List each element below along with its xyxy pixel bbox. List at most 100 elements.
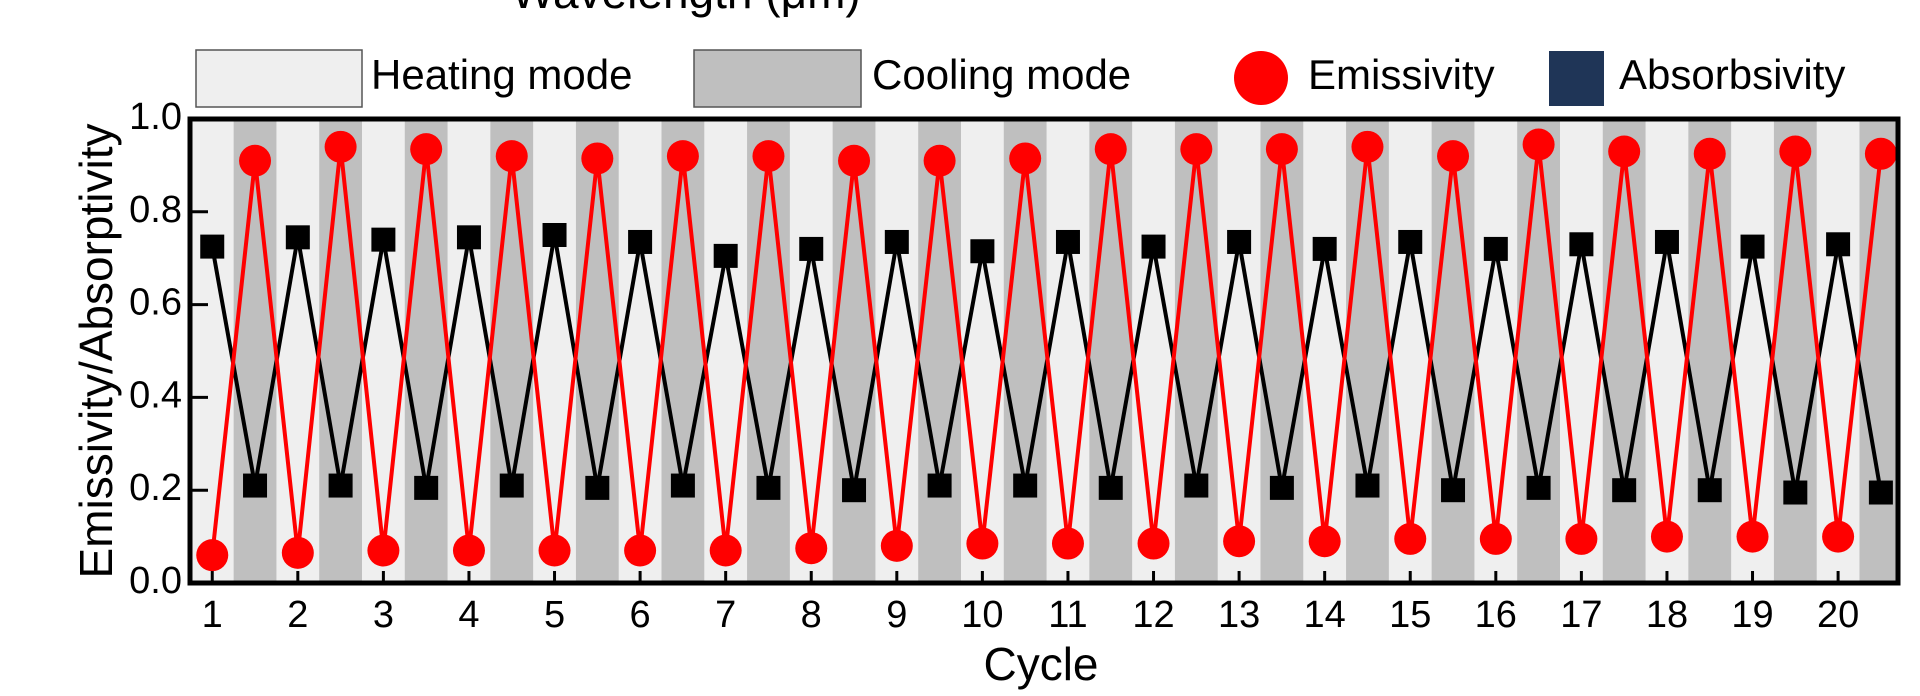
absorptivity-point bbox=[842, 478, 867, 503]
absorptivity-point bbox=[884, 229, 909, 254]
absorptivity-point bbox=[1783, 480, 1808, 505]
emissivity-point bbox=[709, 534, 742, 567]
absorptivity-point bbox=[1355, 473, 1380, 498]
cooling-band bbox=[1431, 119, 1475, 583]
absorptivity-point bbox=[1441, 478, 1466, 503]
plot-frame bbox=[187, 116, 1901, 586]
emissivity-point bbox=[367, 534, 400, 567]
series-line bbox=[210, 144, 1883, 556]
cooling-band bbox=[490, 119, 534, 583]
x-tick-label: 20 bbox=[1817, 594, 1859, 636]
absorptivity-point bbox=[1868, 480, 1893, 505]
cooling-band bbox=[1688, 119, 1732, 583]
legend-absorptivity-marker bbox=[1549, 51, 1604, 106]
absorptivity-point bbox=[628, 229, 653, 254]
emissivity-point bbox=[1094, 133, 1127, 166]
absorptivity-point bbox=[456, 225, 481, 250]
emissivity-point bbox=[452, 534, 485, 567]
x-tick-label: 5 bbox=[544, 594, 565, 636]
legend-label: Heating mode bbox=[371, 51, 633, 98]
y-tick-label: 0.6 bbox=[129, 282, 182, 324]
cooling-band bbox=[918, 119, 961, 583]
absorptivity-point bbox=[414, 475, 439, 500]
emissivity-point bbox=[1051, 527, 1084, 560]
cooling-band bbox=[1517, 119, 1560, 583]
cooling-band bbox=[832, 119, 876, 583]
x-tick-label: 10 bbox=[961, 594, 1003, 636]
emissivity-point bbox=[752, 140, 785, 173]
y-tick-label: 0.8 bbox=[129, 189, 182, 231]
cooling-band bbox=[1859, 119, 1898, 583]
emissivity-point bbox=[239, 144, 272, 177]
emissivity-point bbox=[538, 534, 571, 567]
emissivity-point bbox=[966, 527, 999, 560]
absorptivity-point bbox=[1013, 473, 1038, 498]
absorptivity-point bbox=[1740, 234, 1765, 259]
x-tick-label: 17 bbox=[1560, 594, 1602, 636]
cooling-band bbox=[1003, 119, 1047, 583]
absorptivity-point bbox=[285, 225, 310, 250]
emissivity-point bbox=[1822, 520, 1855, 553]
cooling-band bbox=[1089, 119, 1133, 583]
absorptivity-point bbox=[670, 473, 695, 498]
emissivity-point bbox=[838, 144, 871, 177]
x-tick-label: 2 bbox=[287, 594, 308, 636]
top-text: Wavelength (μm) bbox=[511, 0, 860, 18]
cooling-band bbox=[1602, 119, 1646, 583]
absorptivity-point bbox=[799, 236, 824, 261]
absorptivity-point bbox=[1141, 234, 1166, 259]
emissivity-point bbox=[1864, 137, 1897, 170]
x-tick-label: 18 bbox=[1646, 594, 1688, 636]
cooling-band bbox=[575, 119, 619, 583]
x-axis-label: Cycle bbox=[983, 638, 1098, 690]
absorptivity-point bbox=[756, 475, 781, 500]
absorptivity-point bbox=[927, 473, 952, 498]
emissivity-point bbox=[624, 534, 657, 567]
x-tick-label: 4 bbox=[458, 594, 479, 636]
emissivity-point bbox=[880, 529, 913, 562]
x-tick-label: 19 bbox=[1731, 594, 1773, 636]
emissivity-point bbox=[1308, 525, 1341, 558]
absorptivity-point bbox=[1654, 229, 1679, 254]
emissivity-point bbox=[923, 144, 956, 177]
absorptivity-point bbox=[1526, 475, 1551, 500]
x-tick-label: 14 bbox=[1304, 594, 1346, 636]
emissivity-point bbox=[1351, 130, 1384, 163]
emissivity-point bbox=[1223, 525, 1256, 558]
emissivity-point bbox=[196, 539, 229, 572]
legend-cooling-patch bbox=[693, 49, 862, 108]
emissivity-point bbox=[1608, 135, 1641, 168]
cooling-band bbox=[1773, 119, 1817, 583]
emissivity-point bbox=[1180, 133, 1213, 166]
x-tick-label: 8 bbox=[801, 594, 822, 636]
x-tick-label: 1 bbox=[202, 594, 223, 636]
absorptivity-point bbox=[970, 239, 995, 264]
cooling-band bbox=[747, 119, 790, 583]
emissivity-point bbox=[1137, 527, 1170, 560]
x-tick-label: 3 bbox=[373, 594, 394, 636]
emissivity-point bbox=[1009, 142, 1042, 175]
legend-label: Absorbsivity bbox=[1619, 51, 1845, 98]
emissivity-point bbox=[581, 142, 614, 175]
absorptivity-point bbox=[542, 223, 567, 247]
emissivity-point bbox=[1779, 135, 1812, 168]
emissivity-point bbox=[495, 140, 528, 173]
x-tick-label: 16 bbox=[1475, 594, 1517, 636]
x-tick-label: 7 bbox=[715, 594, 736, 636]
absorptivity-point bbox=[328, 473, 353, 498]
x-tick-label: 13 bbox=[1218, 594, 1260, 636]
cooling-band bbox=[1174, 119, 1218, 583]
cooling-band bbox=[404, 119, 448, 583]
absorptivity-point bbox=[1483, 236, 1508, 261]
cooling-band bbox=[319, 119, 362, 583]
absorptivity-point bbox=[585, 475, 610, 500]
absorptivity-point bbox=[1227, 229, 1252, 254]
absorptivity-point bbox=[499, 473, 524, 498]
absorptivity-point bbox=[1098, 475, 1123, 500]
emissivity-point bbox=[1522, 128, 1555, 161]
x-tick-label: 6 bbox=[630, 594, 651, 636]
emissivity-point bbox=[410, 133, 443, 166]
absorptivity-point bbox=[713, 243, 738, 268]
absorptivity-point bbox=[371, 227, 396, 252]
